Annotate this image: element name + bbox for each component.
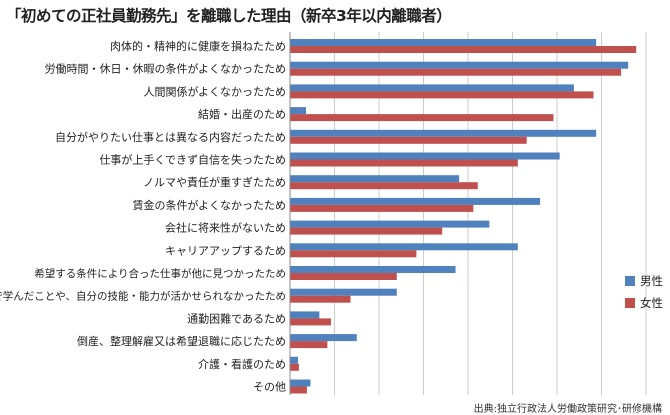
bar-male [290, 84, 574, 92]
bar-female [290, 386, 307, 394]
bar-female [290, 363, 299, 371]
grid-lines [334, 32, 647, 395]
legend: 男性 女性 [625, 270, 663, 314]
category-label: 仕事が上手くできず自信を失ったため [99, 153, 286, 167]
bar-male [290, 266, 456, 273]
legend-swatch-female [625, 298, 635, 308]
legend-item-female: 女性 [625, 292, 663, 314]
bar-female [290, 227, 443, 235]
bar-female [290, 159, 518, 167]
bar-male [290, 220, 490, 228]
bar-male [290, 61, 629, 69]
category-label: 倒産、整理解雇又は希望退職に応じたため [77, 334, 286, 348]
category-label: 会社に将来性がないため [165, 221, 286, 235]
category-label: ノルマや責任が重すぎたため [143, 175, 286, 189]
bar-female [290, 204, 474, 212]
bar-male [290, 152, 560, 160]
category-label: 人間関係がよくなかったため [144, 84, 286, 98]
bar-male [290, 311, 320, 319]
category-label: 賃金の条件がよくなかったため [133, 198, 286, 212]
bar-female [290, 91, 594, 99]
bar-male [290, 39, 597, 46]
bar-male [290, 334, 357, 342]
legend-label-female: 女性 [640, 296, 663, 310]
category-label: 介護・看護のため [198, 357, 286, 371]
bar-female [290, 318, 331, 326]
bar-female [290, 250, 417, 258]
category-label: 希望する条件により合った仕事が他に見つかったため [34, 267, 286, 280]
category-labels: 肉体的・精神的に健康を損ねたため労働時間・休日・休暇の条件がよくなかったため人間… [0, 39, 286, 394]
category-label: 自分がやりたい仕事とは異なる内容だったため [55, 130, 286, 144]
bar-female [290, 341, 328, 349]
legend-label-male: 男性 [640, 274, 663, 288]
legend-swatch-male [625, 276, 635, 286]
bar-female [290, 68, 622, 76]
bar-male [290, 107, 307, 115]
bar-female [290, 182, 478, 190]
category-label: 通勤困難であるため [187, 312, 286, 325]
chart-title: 「初めての正社員勤務先」を離職した理由（新卒3年以内離職者） [6, 7, 452, 25]
bar-male [290, 129, 597, 137]
category-label: 結婚・出産のため [198, 107, 286, 121]
category-label: 労働時間・休日・休暇の条件がよくなかったため [45, 62, 286, 76]
bar-male [290, 197, 541, 205]
bar-male [290, 356, 299, 364]
bar-female [290, 295, 351, 303]
bar-male [290, 288, 397, 296]
bar-male [290, 379, 311, 387]
bar-layer [290, 39, 637, 394]
bar-female [290, 136, 527, 144]
source-note: 出典:独立行政法人労働政策研究･研修機構 [473, 404, 662, 415]
category-label: その他 [253, 381, 286, 394]
category-label: 肉体的・精神的に健康を損ねたため [110, 39, 286, 53]
category-label: 学校で学んだことや、自分の技能・能力が活かせられなかったため [0, 290, 286, 303]
bar-female [290, 273, 397, 280]
bar-male [290, 243, 518, 251]
bar-male [290, 175, 460, 183]
legend-item-male: 男性 [625, 270, 663, 292]
bar-female [290, 46, 637, 53]
bar-female [290, 114, 554, 122]
category-label: キャリアアップするため [165, 244, 286, 257]
